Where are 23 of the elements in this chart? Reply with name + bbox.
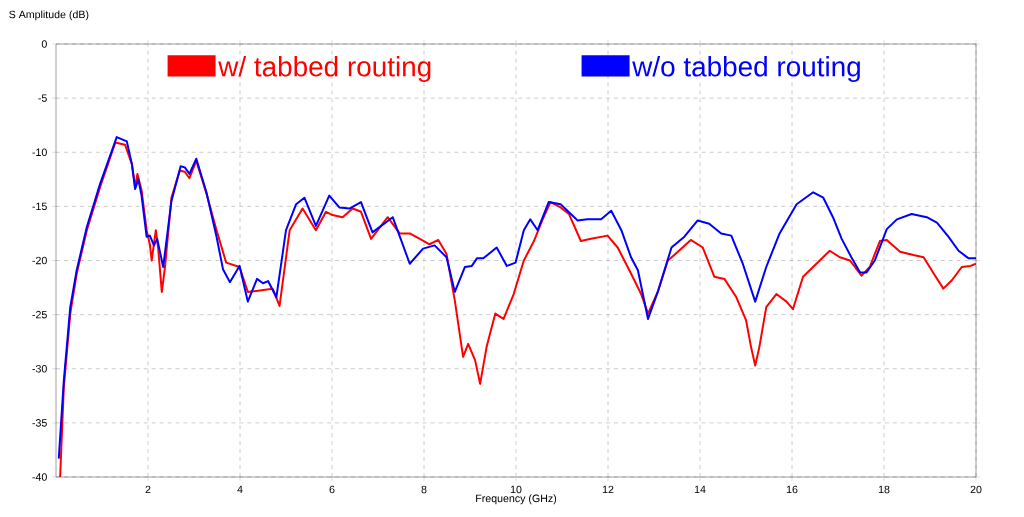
y-tick-label: 0 xyxy=(41,40,47,48)
x-tick-label: 10 xyxy=(510,485,522,494)
y-tick-label: -10 xyxy=(32,148,47,157)
y-tick-label: -30 xyxy=(32,364,47,373)
x-tick-label: 8 xyxy=(421,485,427,494)
x-tick-label: 18 xyxy=(878,485,890,494)
legend-label: w/ tabbed routing xyxy=(218,56,431,83)
x-tick-label: 4 xyxy=(237,485,243,493)
y-tick-label: -40 xyxy=(32,473,47,481)
y-tick-label: -5 xyxy=(38,94,47,102)
x-tick-label: 6 xyxy=(329,485,335,494)
x-axis-title: Frequency (GHz) xyxy=(476,494,557,505)
legend-label: w/o tabbed routing xyxy=(632,56,860,83)
y-tick-label: -20 xyxy=(32,256,47,265)
y-tick-label: -25 xyxy=(32,310,47,319)
y-axis-title: S Amplitude (dB) xyxy=(9,10,89,21)
y-tick-label: -35 xyxy=(32,419,47,427)
x-tick-label: 16 xyxy=(786,485,798,494)
x-tick-label: 14 xyxy=(694,485,706,493)
x-tick-label: 2 xyxy=(145,485,151,494)
y-tick-label: -15 xyxy=(32,202,47,211)
x-tick-label: 12 xyxy=(602,485,614,494)
x-tick-label: 20 xyxy=(970,485,982,494)
